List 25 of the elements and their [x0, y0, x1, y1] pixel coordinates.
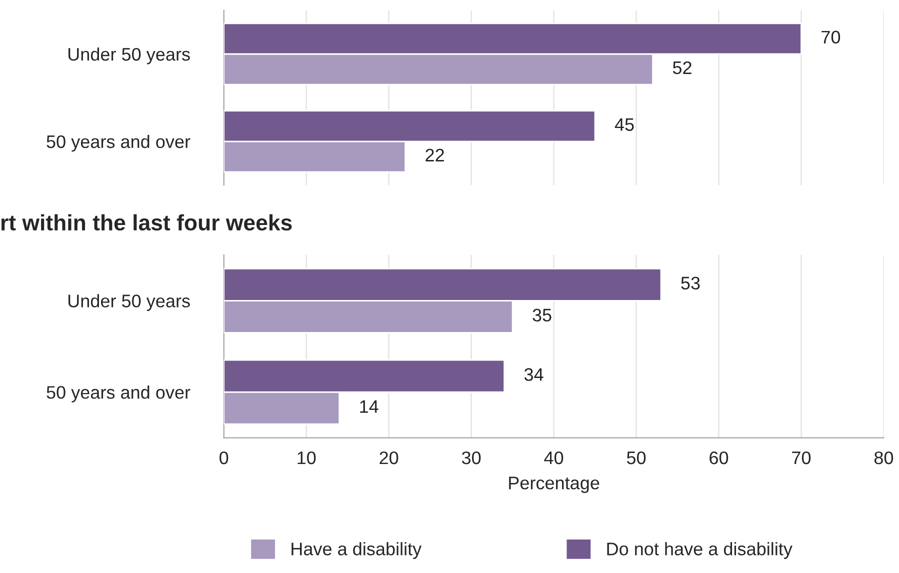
x-tick-label: 20	[380, 451, 398, 464]
chart-title: rt within the last four weeks	[1, 214, 292, 231]
x-tick-label: 30	[462, 451, 481, 464]
x-tick-label: 50	[626, 451, 646, 464]
data-label: 34	[524, 368, 544, 381]
data-label: 22	[426, 148, 444, 162]
y-tick-label: Under 50 years	[68, 47, 190, 64]
data-label: 14	[360, 400, 378, 413]
data-label: 52	[672, 61, 692, 74]
data-label: 53	[681, 276, 700, 290]
y-tick-label: Under 50 years	[68, 294, 190, 311]
legend-label: Do not have a disability	[607, 542, 792, 559]
x-tick-label: 0	[220, 451, 228, 464]
y-tick-label: 50 years and over	[46, 134, 190, 152]
data-label: 45	[614, 118, 634, 131]
x-tick-label: 60	[710, 451, 728, 464]
x-tick-label: 70	[792, 451, 811, 464]
x-tick-label: 40	[544, 451, 564, 464]
x-tick-label: 10	[298, 451, 316, 464]
y-tick-label: 50 years and over	[46, 386, 190, 402]
x-axis-title: Percentage	[509, 476, 600, 493]
data-label: 35	[532, 308, 552, 322]
data-label: 70	[822, 30, 840, 44]
legend-label: Have a disability	[292, 542, 422, 559]
x-tick-label: 80	[874, 451, 894, 464]
